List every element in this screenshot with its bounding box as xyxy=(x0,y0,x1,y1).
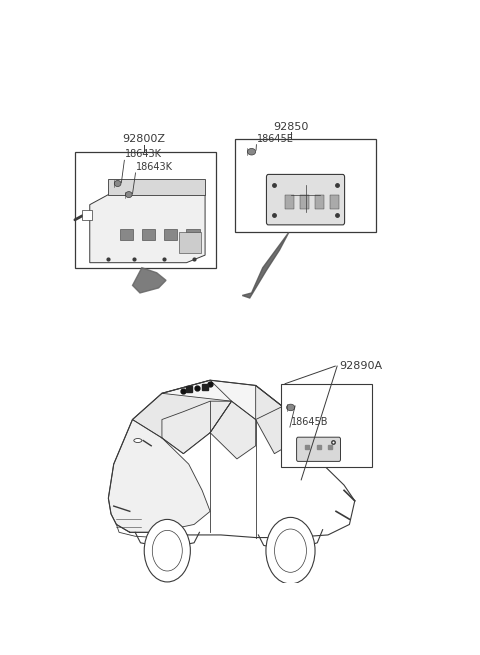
Polygon shape xyxy=(132,268,166,293)
Bar xyxy=(142,229,155,240)
Polygon shape xyxy=(132,380,231,454)
Text: 18643K: 18643K xyxy=(136,162,173,172)
Bar xyxy=(315,195,324,209)
Bar xyxy=(120,229,132,240)
Text: 92890A: 92890A xyxy=(339,361,382,371)
Polygon shape xyxy=(162,380,282,420)
FancyBboxPatch shape xyxy=(266,174,345,225)
Polygon shape xyxy=(108,380,355,538)
Ellipse shape xyxy=(125,191,132,198)
FancyBboxPatch shape xyxy=(297,437,340,461)
Ellipse shape xyxy=(114,181,121,187)
Circle shape xyxy=(144,519,191,582)
Bar xyxy=(83,210,92,220)
Ellipse shape xyxy=(248,149,256,155)
Bar xyxy=(75,152,216,268)
Polygon shape xyxy=(108,420,210,533)
Bar xyxy=(281,384,372,467)
Bar xyxy=(179,233,202,253)
Bar xyxy=(164,229,177,240)
Text: 92850: 92850 xyxy=(273,122,308,132)
Text: 18645B: 18645B xyxy=(290,417,328,426)
Bar xyxy=(330,195,339,209)
Ellipse shape xyxy=(287,404,295,411)
Polygon shape xyxy=(210,401,256,459)
Text: 18643K: 18643K xyxy=(125,149,162,159)
Circle shape xyxy=(266,517,315,584)
Bar xyxy=(300,195,309,209)
Polygon shape xyxy=(162,401,231,454)
Polygon shape xyxy=(90,195,205,263)
Bar xyxy=(186,229,200,240)
Text: 18645E: 18645E xyxy=(257,134,294,144)
Bar xyxy=(235,139,376,233)
Polygon shape xyxy=(242,233,289,298)
Ellipse shape xyxy=(134,439,142,443)
Polygon shape xyxy=(108,179,205,195)
Bar xyxy=(285,195,294,209)
Text: 92800Z: 92800Z xyxy=(122,134,165,144)
Polygon shape xyxy=(256,385,301,454)
